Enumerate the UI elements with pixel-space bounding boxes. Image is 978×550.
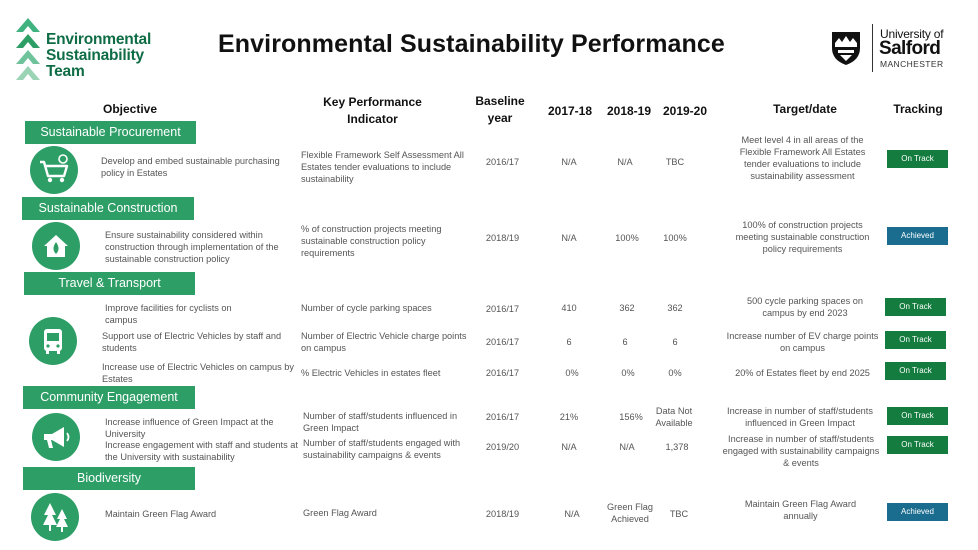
row-ev-charge-kpi: Number of Electric Vehicle charge points… [301, 331, 467, 353]
house-leaf-icon [32, 222, 80, 270]
row-green-impact-target: Increase in number of staff/students inf… [727, 406, 873, 428]
row-ev-charge-2019: 6 [672, 337, 678, 347]
trees-icon [31, 493, 79, 541]
logo-text-line1: Environmental [46, 31, 152, 48]
row-ev-fleet-baseline: 2016/17 [485, 368, 520, 378]
row-green-flag-target: Maintain Green Flag Award annually [744, 499, 857, 521]
row-procurement-target: Meet level 4 in all areas of the Flexibl… [739, 135, 866, 181]
status-badge: Achieved [887, 227, 948, 245]
row-ev-charge-objective: Support use of Electric Vehicles by staf… [102, 331, 282, 353]
row-green-flag-kpi: Green Flag Award [303, 508, 377, 518]
page-title: Environmental Sustainability Performance [218, 30, 725, 58]
row-procurement-2019: TBC [665, 157, 685, 167]
logo-text-line3: Team [46, 63, 85, 80]
section-community-engagement: Community Engagement [23, 386, 195, 409]
row-construction-baseline: 2018/19 [485, 233, 520, 243]
row-construction-target: 100% of construction projects meeting su… [735, 220, 870, 254]
row-ev-fleet-2017: 0% [565, 368, 579, 378]
row-cycling-2019: 362 [667, 303, 683, 313]
row-engagement-kpi: Number of staff/students engaged with su… [303, 438, 461, 460]
status-badge: Achieved [887, 503, 948, 521]
header-objective: Objective [102, 102, 158, 116]
status-badge: On Track [885, 362, 946, 380]
university-name-line3: MANCHESTER [880, 59, 944, 69]
header-baseline-line2: year [487, 111, 513, 125]
header-2017-18: 2017-18 [547, 104, 593, 118]
row-ev-charge-target: Increase number of EV charge points on c… [726, 331, 879, 353]
section-sustainable-construction: Sustainable Construction [22, 197, 194, 220]
logo-divider [872, 24, 873, 72]
row-construction-2017: N/A [561, 233, 577, 243]
row-engagement-baseline: 2019/20 [485, 442, 520, 452]
row-ev-fleet-2019: 0% [668, 368, 682, 378]
row-engagement-2018: N/A [619, 442, 635, 452]
status-badge: On Track [887, 436, 948, 454]
row-green-flag-2018: Green Flag Achieved [607, 502, 653, 524]
header-tracking: Tracking [893, 102, 943, 116]
status-badge: On Track [887, 407, 948, 425]
row-construction-2019: 100% [663, 233, 687, 243]
row-ev-fleet-objective: Increase use of Electric Vehicles on cam… [102, 362, 295, 384]
row-green-impact-baseline: 2016/17 [485, 412, 520, 422]
row-construction-2018: 100% [615, 233, 639, 243]
section-biodiversity: Biodiversity [23, 467, 195, 490]
header-2019-20: 2019-20 [662, 104, 708, 118]
header-baseline-line1: Baseline [475, 94, 525, 108]
university-name-line2: Salford [879, 38, 941, 59]
row-engagement-target: Increase in number of staff/students eng… [722, 434, 880, 468]
row-ev-fleet-target: 20% of Estates fleet by end 2025 [735, 368, 870, 378]
row-green-impact-objective: Increase influence of Green Impact at th… [105, 417, 274, 439]
header-target: Target/date [773, 102, 837, 116]
shopping-cart-icon [30, 146, 78, 194]
sustainability-team-logo: Environmental Sustainability Team [14, 16, 166, 82]
header-kpi-line2: Indicator [347, 112, 398, 126]
header-kpi-line1: Key Performance [323, 95, 422, 109]
header-2018-19: 2018-19 [606, 104, 652, 118]
header-baseline: Baseline year [465, 93, 535, 127]
row-green-impact-2017: 21% [559, 412, 579, 422]
status-badge: On Track [885, 298, 946, 316]
section-sustainable-procurement: Sustainable Procurement [25, 121, 196, 144]
row-engagement-2017: N/A [561, 442, 577, 452]
row-ev-charge-baseline: 2016/17 [485, 337, 520, 347]
row-ev-charge-2018: 6 [622, 337, 628, 347]
megaphone-icon [32, 413, 80, 461]
row-cycling-kpi: Number of cycle parking spaces [301, 303, 432, 313]
status-badge: On Track [887, 150, 948, 168]
row-construction-kpi: % of construction projects meeting susta… [301, 224, 442, 258]
row-ev-charge-2017: 6 [566, 337, 572, 347]
row-engagement-2019: 1,378 [665, 442, 689, 452]
row-construction-objective: Ensure sustainability considered within … [105, 230, 279, 264]
row-green-flag-baseline: 2018/19 [485, 509, 520, 519]
university-crest-icon [832, 32, 860, 65]
row-green-impact-2019: Data Not Available [655, 406, 693, 428]
row-cycling-2018: 362 [619, 303, 635, 313]
row-green-impact-kpi: Number of staff/students influenced in G… [303, 411, 458, 433]
row-cycling-objective: Improve facilities for cyclists on campu… [105, 303, 232, 325]
row-green-flag-2017: N/A [564, 509, 580, 519]
row-cycling-2017: 410 [561, 303, 577, 313]
row-engagement-objective: Increase engagement with staff and stude… [105, 440, 298, 462]
row-procurement-2017: N/A [561, 157, 577, 167]
row-green-flag-objective: Maintain Green Flag Award [105, 509, 217, 519]
logo-text-line2: Sustainability [46, 47, 144, 64]
university-name-line1: University of [880, 27, 944, 41]
row-green-flag-2019: TBC [669, 509, 689, 519]
row-procurement-2018: N/A [617, 157, 633, 167]
row-ev-fleet-kpi: % Electric Vehicles in estates fleet [301, 368, 441, 378]
status-badge: On Track [885, 331, 946, 349]
row-procurement-objective: Develop and embed sustainable purchasing… [101, 156, 280, 178]
section-travel-transport: Travel & Transport [24, 272, 195, 295]
row-cycling-target: 500 cycle parking spaces on campus by en… [747, 296, 863, 318]
row-procurement-baseline: 2016/17 [485, 157, 520, 167]
header-kpi: Key Performance Indicator [300, 94, 445, 128]
row-green-impact-2018: 156% [619, 412, 643, 422]
row-ev-fleet-2018: 0% [621, 368, 635, 378]
leaf-chevrons-icon [16, 18, 40, 80]
bus-icon [29, 317, 77, 365]
row-procurement-kpi: Flexible Framework Self Assessment All E… [301, 150, 464, 184]
row-cycling-baseline: 2016/17 [485, 304, 520, 314]
university-logo: University of Salford MANCHESTER [828, 24, 948, 72]
